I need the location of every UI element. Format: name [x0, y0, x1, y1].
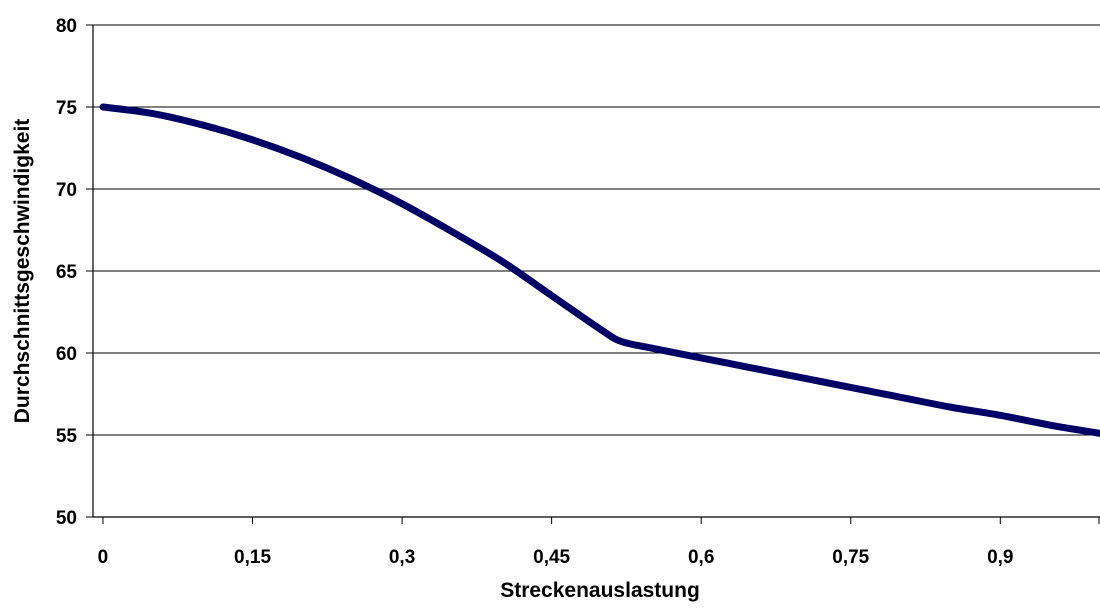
series-layer — [99, 103, 1100, 437]
x-tick-label: 0,3 — [389, 547, 415, 568]
y-tick-label: 80 — [56, 16, 77, 37]
y-tick-label: 60 — [56, 344, 77, 365]
y-tick-label: 55 — [56, 426, 78, 447]
x-tick-label: 0 — [98, 547, 109, 568]
gridlines — [93, 24, 1100, 436]
x-tick-label: 0,45 — [533, 547, 570, 568]
y-axis-label: Durchschnittsgeschwindigkeit — [11, 119, 34, 424]
x-tick-label: 0,9 — [987, 547, 1013, 568]
x-tick-label: 0,15 — [234, 547, 271, 568]
x-axis-label: Streckenauslastung — [500, 579, 700, 602]
tick-labels: 50 55 60 65 70 75 80 0 0,15 0,3 0,45 0,6 0,75 0,9 — [56, 16, 1014, 568]
x-tick-label: 0,6 — [688, 547, 714, 568]
y-tick-label: 65 — [56, 262, 78, 283]
axes — [86, 24, 1100, 524]
y-tick-label: 50 — [56, 508, 77, 529]
x-tick-label: 0,75 — [832, 547, 869, 568]
series-line — [99, 103, 1100, 437]
y-tick-label: 75 — [56, 98, 78, 119]
y-tick-label: 70 — [56, 180, 77, 201]
